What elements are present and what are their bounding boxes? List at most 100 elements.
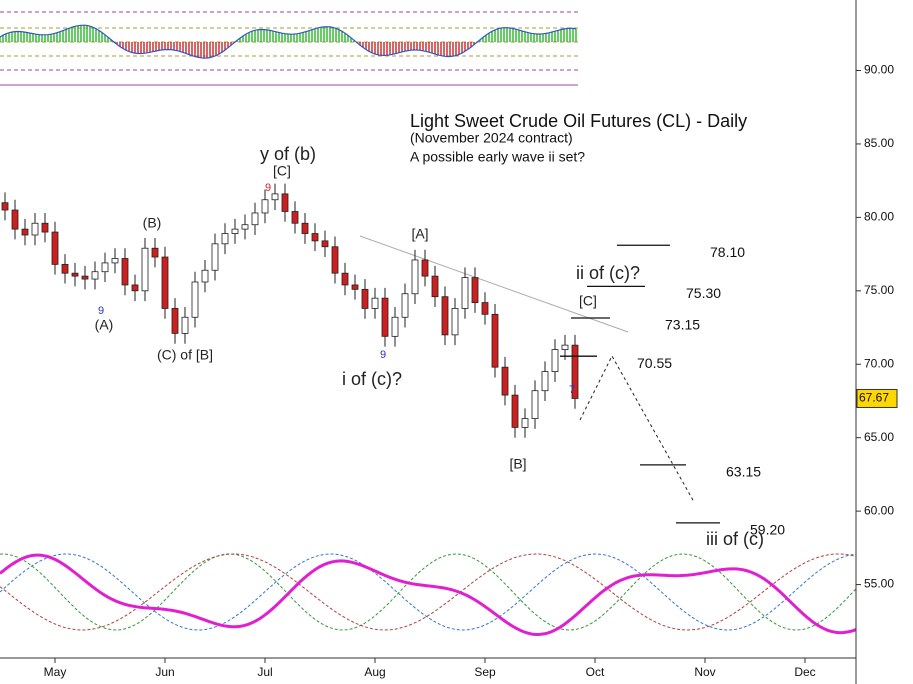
wave-label: iii of (c) [706,529,764,549]
candle-body [461,277,469,309]
candle-body [21,228,29,236]
candle-body [371,297,379,309]
candle-body [571,344,579,399]
candle-body [381,297,389,337]
wave-label: 9 [265,182,271,194]
y-tick-label: 85.00 [864,136,894,150]
chart-note: A possible early wave ii set? [410,149,585,165]
candle-body [481,302,489,315]
candle-body [541,371,549,392]
candle-body [501,366,509,396]
candle-body [531,390,539,419]
candle-body [291,211,299,224]
wave-label: 9 [380,349,386,361]
candle-body [271,193,279,201]
candle-body [431,275,439,298]
candle-body [311,233,319,242]
candle-body [11,209,19,230]
y-tick-label: 60.00 [864,503,894,517]
indicator-line [0,24,577,59]
wave-label: y of (b) [260,144,316,164]
wave-label: (A) [95,317,114,333]
wave-label: (C) of [B] [157,347,213,363]
candle-body [141,247,149,292]
candle-body [561,344,569,350]
candle-body [151,247,159,258]
candle-body [91,271,99,280]
target-label: 70.55 [637,355,672,371]
candle-body [131,284,139,292]
cycle-panel [0,553,857,637]
target-label: 75.30 [686,285,721,301]
candle-body [471,277,479,303]
cycle-wave [0,553,857,631]
candle-body [211,243,219,271]
indicator-panel [0,11,578,86]
candle-body [551,349,559,372]
candle-body [411,259,419,295]
x-tick-label: Jun [155,665,174,679]
wave-label: ii of (c)? [576,263,640,283]
candle-body [191,281,199,318]
candle-body [401,293,409,318]
candle-body [51,231,59,265]
target-label: 78.10 [710,244,745,260]
wave-label: [C] [273,163,291,179]
cycle-wave [0,553,857,631]
projection-path [579,354,695,503]
wave-label: (B) [143,215,162,231]
price-tag [856,388,898,408]
candle-body [241,224,249,230]
chart-title: Light Sweet Crude Oil Futures (CL) - Dai… [410,111,747,131]
y-tick-label: 55.00 [864,577,894,591]
y-tick-label: 75.00 [864,283,894,297]
target-label: 73.15 [665,317,700,333]
x-tick-label: Dec [794,665,815,679]
candle-body [391,316,399,337]
y-tick-label: 90.00 [864,63,894,77]
candle-body [111,258,119,264]
chart-subtitle: (November 2024 contract) [410,130,573,146]
wave-label: [C] [579,293,597,309]
trend-line [359,235,629,333]
y-tick-label: 70.00 [864,356,894,370]
candle-body [421,259,429,277]
wave-label: 9 [98,305,104,317]
x-tick-label: Jul [257,665,272,679]
target-label: 63.15 [726,464,761,480]
candle-body [331,246,339,274]
candle-body [361,288,369,309]
candle-body [511,394,519,428]
y-tick-label: 80.00 [864,210,894,224]
candle-body [41,222,49,233]
candle-body [201,269,209,283]
candle-body [31,222,39,236]
candle-body [301,222,309,234]
x-tick-label: Aug [364,665,385,679]
candle-body [491,313,499,368]
candle-body [321,240,329,248]
candle-body [341,272,349,286]
candle-body [261,199,269,214]
candle-body [71,272,79,277]
candle-body [121,258,129,286]
x-tick-label: Sep [474,665,496,679]
candle-body [281,193,289,212]
candle-body [521,418,529,428]
cycle-line [0,553,857,637]
candle-body [351,284,359,290]
wave-label: [B] [509,456,526,472]
wave-label: i of (c)? [342,369,402,389]
candle-body [441,296,449,336]
x-tick-label: May [44,665,67,679]
candle-body [161,256,169,309]
wave-label: 7 [569,384,575,396]
candle-body [251,212,259,226]
x-tick-label: Oct [586,665,605,679]
x-tick-label: Nov [694,665,715,679]
candle-body [231,228,239,234]
candle-body [181,316,189,334]
candle-body [81,275,89,280]
wave-label: [A] [411,226,428,242]
